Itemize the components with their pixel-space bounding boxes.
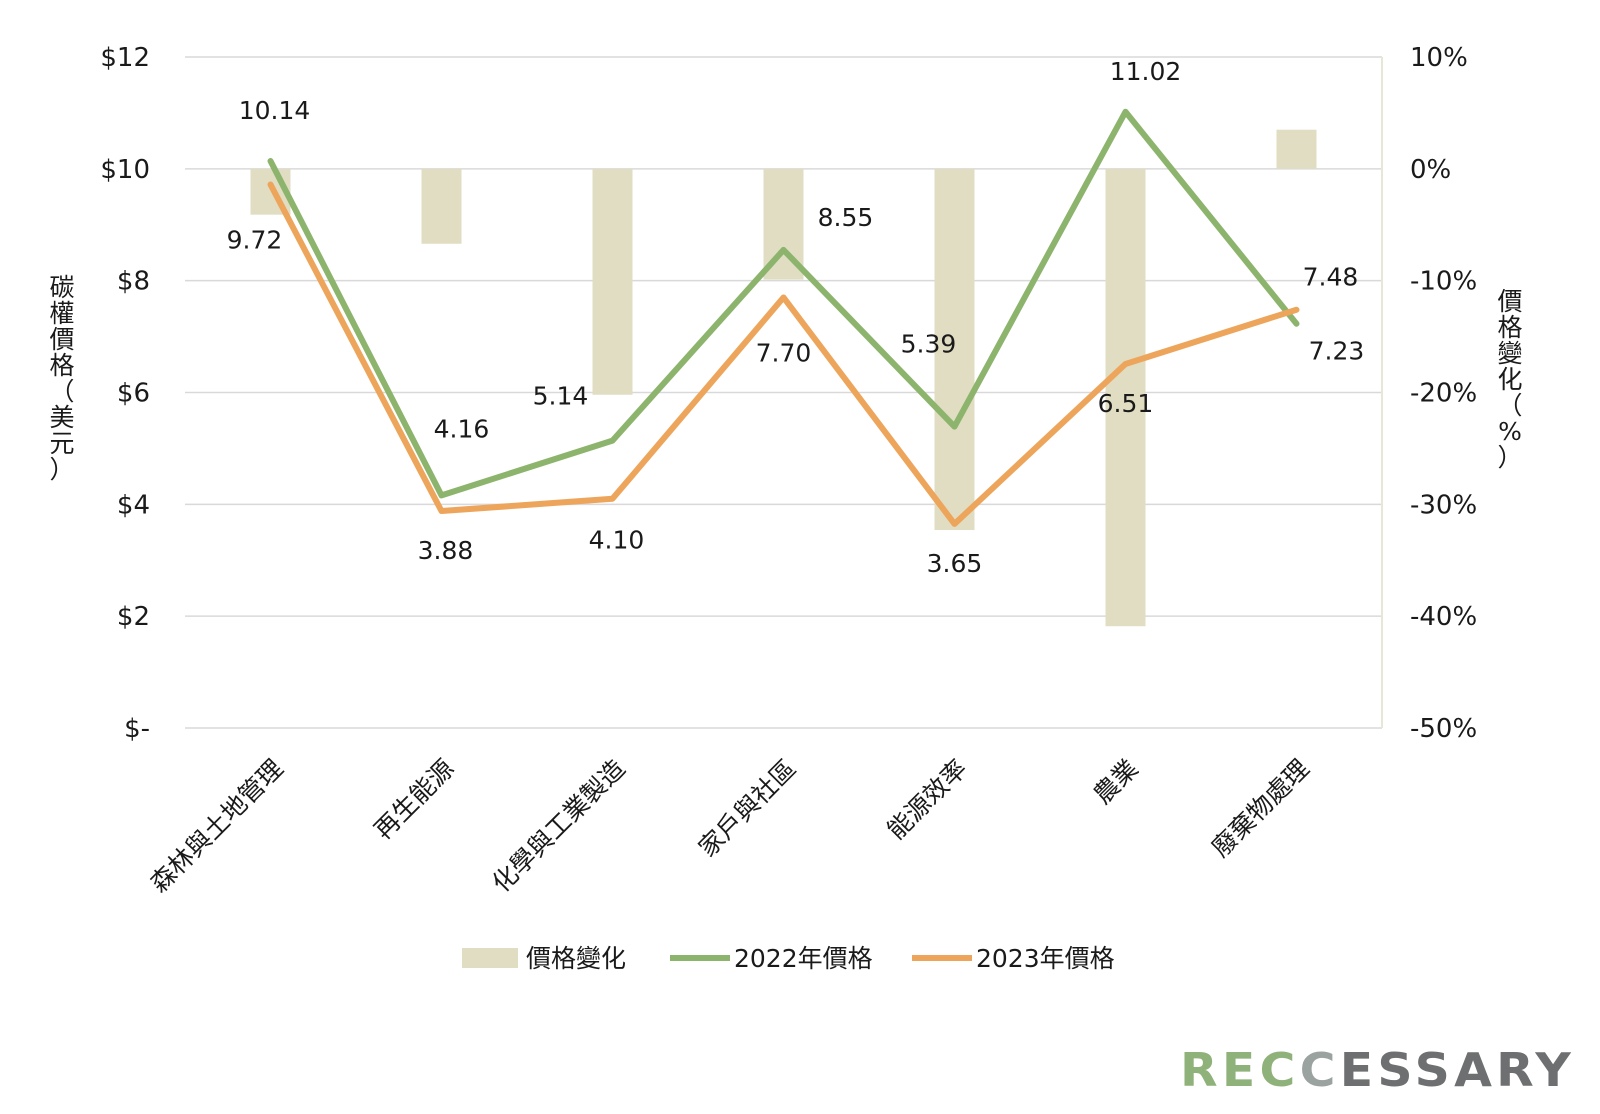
line-series	[267, 108, 1300, 527]
left-axis-ticks: $- $2 $4 $6 $8 $10 $12	[100, 43, 150, 744]
line-2022-price	[267, 108, 1300, 499]
legend-label: 2023年價格	[976, 944, 1115, 973]
left-tick-label: $4	[117, 490, 150, 520]
data-label-2022: 8.55	[818, 203, 874, 232]
left-tick-label: $-	[124, 714, 150, 744]
data-label-2022: 11.02	[1110, 57, 1182, 86]
bar-series-price-change	[250, 129, 1317, 627]
category-label: 農業	[1088, 754, 1144, 810]
category-label: 化學與工業製造	[486, 754, 630, 898]
bar-price-change	[934, 168, 975, 531]
svg-text:RECCESSARY: RECCESSARY	[1180, 1043, 1575, 1097]
data-label-2023: 3.88	[418, 536, 474, 565]
gridlines	[185, 56, 1382, 729]
data-label-2023: 4.10	[589, 526, 645, 555]
category-label: 森林與土地管理	[144, 754, 288, 898]
right-tick-label: -10%	[1410, 267, 1477, 297]
data-label-2023: 9.72	[227, 225, 283, 254]
data-label-2022: 10.14	[239, 96, 311, 125]
legend-label: 價格變化	[526, 944, 626, 973]
data-label-2023: 6.51	[1098, 389, 1154, 418]
legend-swatch-bar	[462, 948, 518, 968]
right-tick-label: -50%	[1410, 714, 1477, 744]
category-label: 再生能源	[369, 754, 460, 845]
category-label: 廢棄物處理	[1206, 754, 1315, 863]
right-tick-label: -40%	[1410, 602, 1477, 632]
category-label: 能源效率	[882, 754, 973, 845]
data-label-2022: 5.14	[533, 382, 589, 411]
right-tick-label: -20%	[1410, 379, 1477, 409]
right-tick-label: -30%	[1410, 490, 1477, 520]
right-axis-ticks: -50% -40% -30% -20% -10% 0% 10%	[1410, 43, 1477, 744]
category-label: 家戶與社區	[693, 754, 802, 863]
data-label-2023: 3.65	[927, 549, 983, 578]
left-axis-title: 碳權價格（美元）	[49, 273, 74, 484]
right-tick-label: 10%	[1410, 43, 1468, 73]
data-labels: 10.14 4.16 5.14 8.55 5.39 11.02 7.23 9.72 3.88 4.…	[227, 57, 1365, 578]
left-tick-label: $8	[117, 267, 150, 297]
reccessary-logo: RECCESSARY	[1180, 1038, 1580, 1098]
bar-price-change	[421, 168, 462, 244]
data-label-2022: 7.23	[1309, 337, 1365, 366]
left-tick-label: $2	[117, 602, 150, 632]
legend: 價格變化 2022年價格 2023年價格	[462, 944, 1115, 973]
right-axis-title: 價格變化（%）	[1497, 287, 1522, 472]
line-2023-price	[267, 181, 1300, 527]
legend-label: 2022年價格	[734, 944, 873, 973]
bar-price-change	[592, 168, 633, 395]
data-label-2022: 4.16	[434, 414, 490, 443]
left-tick-label: $10	[100, 155, 150, 185]
bar-price-change	[1276, 129, 1317, 169]
data-label-2023: 7.48	[1303, 263, 1359, 292]
left-tick-label: $12	[100, 43, 150, 73]
bar-price-change	[1105, 168, 1146, 627]
left-tick-label: $6	[117, 379, 150, 409]
data-label-2022: 5.39	[901, 330, 957, 359]
right-tick-label: 0%	[1410, 155, 1451, 185]
category-labels: 森林與土地管理 再生能源 化學與工業製造 家戶與社區 能源效率 農業 廢棄物處理	[144, 754, 1314, 898]
data-label-2023: 7.70	[756, 338, 812, 367]
